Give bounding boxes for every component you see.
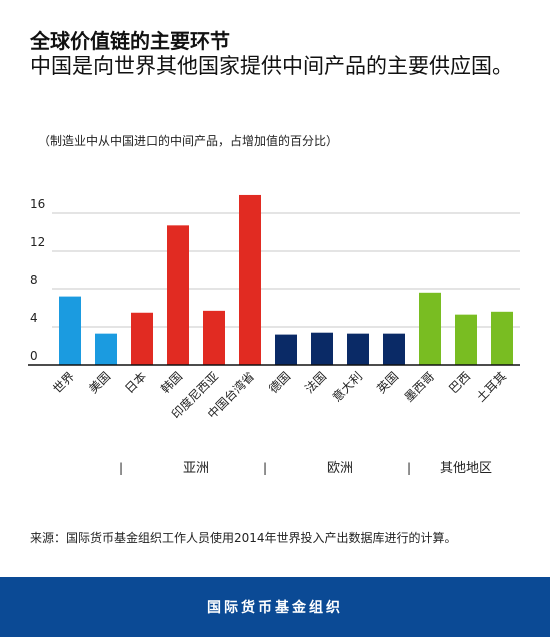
y-tick-label: 4 xyxy=(30,311,38,325)
unit-note: （制造业中从中国进口的中间产品，占增加值的百分比） xyxy=(38,134,339,148)
category-label: 美国 xyxy=(86,369,113,396)
group-separator: | xyxy=(119,461,123,475)
category-label: 世界 xyxy=(50,369,77,396)
bar xyxy=(347,333,369,365)
bar xyxy=(455,314,477,365)
chart-subtitle: 中国是向世界其他国家提供中间产品的主要供应国。 xyxy=(30,54,513,78)
source-note: 来源：国际货币基金组织工作人员使用2014年世界投入产出数据库进行的计算。 xyxy=(30,531,457,545)
bar xyxy=(203,310,225,365)
category-label: 日本 xyxy=(122,369,149,396)
category-label: 韩国 xyxy=(158,369,186,397)
y-tick-label: 16 xyxy=(30,197,45,211)
category-label: 德国 xyxy=(266,369,294,397)
bar xyxy=(311,332,333,365)
category-label: 墨西哥 xyxy=(402,369,437,404)
group-label: 亚洲 xyxy=(183,461,209,476)
group-separator: | xyxy=(263,461,267,475)
group-separator: | xyxy=(407,461,411,475)
y-tick-label: 12 xyxy=(30,235,45,249)
y-tick-label: 8 xyxy=(30,273,38,287)
category-label: 法国 xyxy=(302,369,329,396)
group-label: 其他地区 xyxy=(440,461,492,476)
footer-org-name: 国际货币基金组织 xyxy=(207,600,343,616)
category-label: 英国 xyxy=(374,369,401,396)
bar xyxy=(95,333,117,365)
group-label: 欧洲 xyxy=(327,461,353,476)
y-tick-label: 0 xyxy=(30,349,38,363)
category-label: 土耳其 xyxy=(474,369,509,404)
category-label: 意大利 xyxy=(329,369,365,405)
bar-chart: 0481216世界 美国 日本 韩国印度尼西亚中国台湾省 德国 法国 意大利 英国 墨西哥 巴西土… xyxy=(28,194,520,476)
footer-banner: 国际货币基金组织 xyxy=(0,577,550,637)
bar xyxy=(275,334,297,365)
bar xyxy=(239,194,261,365)
chart-title: 全球价值链的主要环节 xyxy=(30,29,230,53)
bar xyxy=(383,333,405,365)
category-label: 巴西 xyxy=(446,369,473,396)
bar xyxy=(491,311,513,365)
bar xyxy=(419,292,441,365)
bar xyxy=(131,312,153,365)
bar xyxy=(167,225,189,365)
bar xyxy=(59,296,81,365)
